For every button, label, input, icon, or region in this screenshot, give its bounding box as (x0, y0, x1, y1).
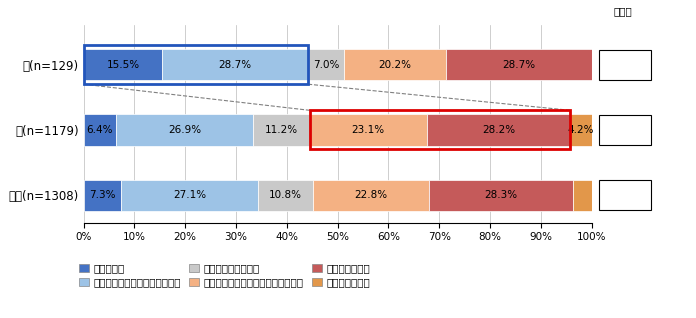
Text: 44.2%: 44.2% (608, 59, 641, 70)
Legend: 当てはまる, どちらかと言えば、当てはまる, どちらとも言えない, どちらかと言えば、当てはまらない, 当てはまらない, 該当者がいない: 当てはまる, どちらかと言えば、当てはまる, どちらとも言えない, どちらかと言… (79, 263, 370, 287)
Text: 28.3%: 28.3% (484, 190, 517, 200)
Bar (84, 49, 162, 80)
Bar (429, 180, 573, 211)
Bar (446, 49, 592, 80)
Bar (310, 114, 427, 146)
Text: 20.2%: 20.2% (379, 59, 411, 70)
Text: 10.8%: 10.8% (269, 190, 302, 200)
Bar (84, 114, 116, 146)
Text: 26.9%: 26.9% (168, 125, 201, 135)
Text: 肯定計: 肯定計 (614, 6, 632, 16)
Text: 28.7%: 28.7% (219, 59, 252, 70)
Text: 28.2%: 28.2% (482, 125, 515, 135)
Text: 6.4%: 6.4% (86, 125, 113, 135)
Bar (308, 49, 344, 80)
Text: 22.8%: 22.8% (354, 190, 388, 200)
Bar (84, 180, 120, 211)
Bar (570, 114, 592, 146)
Text: 23.1%: 23.1% (351, 125, 385, 135)
Text: 33.3%: 33.3% (608, 125, 641, 135)
Text: 28.7%: 28.7% (503, 59, 536, 70)
Text: 4.2%: 4.2% (568, 125, 594, 135)
Bar (162, 49, 308, 80)
Bar (573, 180, 592, 211)
Bar (427, 114, 570, 146)
Text: 7.0%: 7.0% (313, 59, 339, 70)
Bar (116, 114, 253, 146)
Text: 34.4%: 34.4% (608, 190, 641, 200)
Text: 7.3%: 7.3% (89, 190, 116, 200)
Bar (344, 49, 446, 80)
Text: 11.2%: 11.2% (264, 125, 298, 135)
Text: 27.1%: 27.1% (173, 190, 206, 200)
Bar (313, 180, 429, 211)
Text: 15.5%: 15.5% (106, 59, 139, 70)
Bar (253, 114, 310, 146)
Bar (120, 180, 258, 211)
Bar (258, 180, 313, 211)
